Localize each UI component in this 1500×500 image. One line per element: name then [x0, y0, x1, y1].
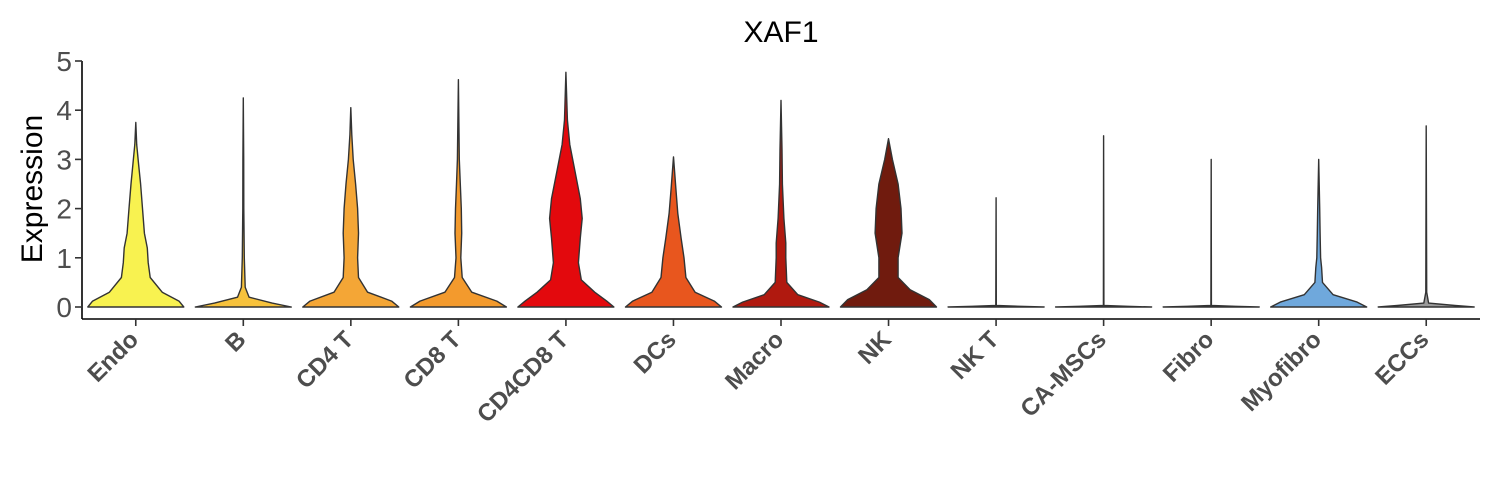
x-tick-label-fibro: Fibro — [1158, 326, 1220, 388]
x-tick-label-macro: Macro — [720, 326, 789, 395]
violin-ca-mscs — [1054, 135, 1153, 308]
violins-group — [87, 71, 1475, 308]
y-tick-label: 5 — [56, 46, 72, 77]
x-tick-label-nk-t: NK T — [946, 326, 1005, 385]
x-tick-label-nk: NK — [853, 326, 897, 370]
violin-dcs — [624, 156, 723, 308]
y-tick-label: 0 — [56, 292, 72, 323]
violin-nk-t — [947, 197, 1045, 308]
violin-eccs — [1377, 125, 1475, 308]
y-axis: 0 1 2 3 4 5 — [56, 46, 83, 323]
y-axis-label: Expression — [16, 115, 49, 263]
x-tick-label-myofibro: Myofibro — [1236, 326, 1327, 417]
violin-cd8-t — [409, 79, 508, 308]
x-tick-label-dcs: DCs — [629, 326, 682, 379]
violin-b — [194, 97, 292, 308]
y-tick-label: 1 — [56, 243, 72, 274]
x-tick-label-endo: Endo — [82, 326, 144, 388]
x-tick-label-ca-mscs: CA-MSCs — [1015, 326, 1111, 422]
violin-endo — [87, 121, 185, 308]
y-tick-label: 4 — [56, 95, 72, 126]
x-axis: Endo B CD4 T CD8 T CD4CD8 T DCs Macro NK NK T CA-… — [82, 318, 1480, 428]
x-tick-label-b: B — [220, 326, 251, 357]
x-tick-label-eccs: ECCs — [1370, 326, 1434, 390]
y-tick-label: 2 — [56, 194, 72, 225]
x-tick-label-cd4cd8-t: CD4CD8 T — [472, 326, 574, 428]
violin-macro — [732, 99, 830, 308]
violin-cd4cd8-t — [517, 71, 615, 308]
violin-myofibro — [1270, 158, 1368, 308]
x-tick-label-cd4-t: CD4 T — [291, 326, 359, 394]
violin-fibro — [1162, 158, 1260, 308]
chart-title: XAF1 — [743, 16, 818, 49]
violin-nk — [839, 138, 938, 308]
y-tick-label: 3 — [56, 144, 72, 175]
x-tick-label-cd8-t: CD8 T — [399, 326, 467, 394]
violin-cd4-t — [302, 107, 400, 308]
